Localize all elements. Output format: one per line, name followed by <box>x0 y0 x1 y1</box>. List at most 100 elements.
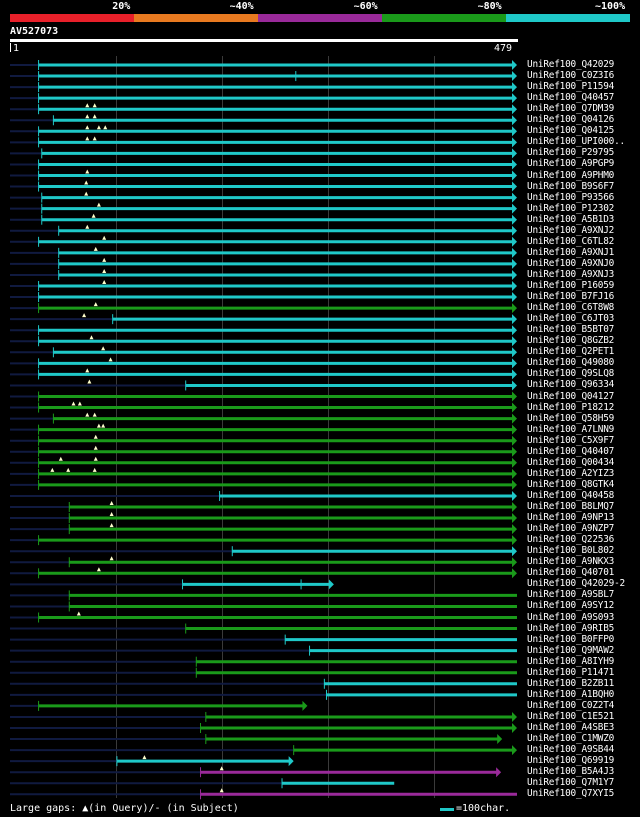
hit-name-link[interactable]: UniRef100_P29795 <box>527 147 615 159</box>
hit-name-link[interactable]: UniRef100_A9XNJ2 <box>527 224 615 236</box>
hit-name-link[interactable]: UniRef100_C5X9F7 <box>527 434 615 446</box>
hit-name-link[interactable]: UniRef100_A9PHM0 <box>527 169 615 181</box>
alignment-end-arrow <box>512 502 517 512</box>
query-gap-marker <box>85 224 90 229</box>
hit-name-link[interactable]: UniRef100_A9SB44 <box>527 744 615 756</box>
hit-name-link[interactable]: UniRef100_A9PGP9 <box>527 158 615 170</box>
alignment-end-arrow <box>512 535 517 546</box>
hit-name-link[interactable]: UniRef100_Q9SLQ8 <box>527 368 615 380</box>
hit-name-link[interactable]: UniRef100_A9XNJ0 <box>527 257 615 269</box>
hit-name-link[interactable]: UniRef100_A9NZP7 <box>527 523 615 535</box>
hit-name-link[interactable]: UniRef100_Q49080 <box>527 357 615 369</box>
legend-label: ~100% <box>595 1 626 12</box>
hit-name-link[interactable]: UniRef100_P11471 <box>527 666 615 678</box>
hit-name-link[interactable]: UniRef100_B8LMQ7 <box>527 501 615 512</box>
hit-name-link[interactable]: UniRef100_P11594 <box>527 81 615 93</box>
hit-name-link[interactable]: UniRef100_C1E521 <box>527 710 615 722</box>
hit-name-link[interactable]: UniRef100_C6T8W8 <box>527 302 615 314</box>
hit-name-link[interactable]: UniRef100_B0L802 <box>527 545 615 557</box>
hit-name-link[interactable]: UniRef100_Q7DM39 <box>527 103 615 115</box>
hit-name-link[interactable]: UniRef100_Q9MAW2 <box>527 644 615 656</box>
legend-segment <box>382 14 506 22</box>
legend-label: ~40% <box>229 1 254 12</box>
hit-name-link[interactable]: UniRef100_A9XNJ3 <box>527 268 615 280</box>
hit-name-link[interactable]: UniRef100_A1BQH0 <box>527 688 615 700</box>
hit-name-link[interactable]: UniRef100_Q8GZB2 <box>527 335 615 347</box>
hit-name-link[interactable]: UniRef100_Q04127 <box>527 390 615 402</box>
query-gap-marker <box>92 114 97 119</box>
hit-name-link[interactable]: UniRef100_B0FFP0 <box>527 633 615 645</box>
hit-name-link[interactable]: UniRef100_C0Z2T4 <box>527 699 615 711</box>
hit-name-link[interactable]: UniRef100_A9XNJ1 <box>527 246 615 258</box>
hit-name-link[interactable]: UniRef100_Q40701 <box>527 567 615 579</box>
hit-name-link[interactable]: UniRef100_C0Z3I6 <box>527 70 615 82</box>
query-gap-marker <box>66 467 71 472</box>
hit-name-link[interactable]: UniRef100_P12302 <box>527 202 615 214</box>
hit-name-link[interactable]: UniRef100_Q40458 <box>527 489 615 501</box>
hit-name-link[interactable]: UniRef100_Q7M1Y7 <box>527 777 615 789</box>
query-gap-marker <box>84 180 89 185</box>
alignment-end-arrow <box>302 700 308 711</box>
hit-name-link[interactable]: UniRef100_A9S093 <box>527 611 615 623</box>
query-gap-marker <box>93 302 98 307</box>
hit-name-link[interactable]: UniRef100_C6TL82 <box>527 235 615 247</box>
alignment-end-arrow <box>512 358 517 369</box>
alignment-end-arrow <box>288 756 294 767</box>
hit-name-link[interactable]: UniRef100_P18212 <box>527 401 615 413</box>
alignment-end-arrow <box>512 247 517 258</box>
hit-name-link[interactable]: UniRef100_A9RIB5 <box>527 622 615 634</box>
hit-name-link[interactable]: UniRef100_Q42029 <box>527 59 615 70</box>
query-gap-marker <box>109 523 114 528</box>
hit-name-link[interactable]: UniRef100_Q04125 <box>527 125 615 137</box>
hit-name-link[interactable]: UniRef100_B2ZB11 <box>527 677 615 689</box>
hit-name-link[interactable]: UniRef100_A9SBL7 <box>527 589 615 601</box>
hit-name-link[interactable]: UniRef100_A9SY12 <box>527 600 615 612</box>
query-gap-marker <box>93 445 98 450</box>
hit-name-link[interactable]: UniRef100_Q2PET1 <box>527 346 615 358</box>
hit-name-link[interactable]: UniRef100_Q40407 <box>527 445 615 457</box>
hit-name-link[interactable]: UniRef100_A8IYH9 <box>527 655 615 667</box>
hit-name-link[interactable]: UniRef100_Q58H59 <box>527 412 615 424</box>
query-gap-marker <box>85 103 90 108</box>
alignment-end-arrow <box>512 214 517 225</box>
hit-name-link[interactable]: UniRef100_B9S6F7 <box>527 180 615 192</box>
hit-name-link[interactable]: UniRef100_P93566 <box>527 191 615 203</box>
hit-name-link[interactable]: UniRef100_Q42029-2 <box>527 578 625 590</box>
query-gap-marker <box>85 125 90 130</box>
legend-label: ~60% <box>353 1 378 12</box>
hit-name-link[interactable]: UniRef100_Q40457 <box>527 92 615 104</box>
hit-name-link[interactable]: UniRef100_A2YIZ3 <box>527 467 615 479</box>
hit-name-link[interactable]: UniRef100_A9NKX3 <box>527 556 615 568</box>
legend-label: 20% <box>112 1 131 12</box>
hit-name-link[interactable]: UniRef100_UPI000.. <box>527 136 625 148</box>
hit-name-link[interactable]: UniRef100_B5BT07 <box>527 324 615 336</box>
hit-name-link[interactable]: UniRef100_Q69919 <box>527 755 615 767</box>
alignment-end-arrow <box>512 104 517 115</box>
hit-name-link[interactable]: UniRef100_Q04126 <box>527 114 615 126</box>
hit-name-link[interactable]: UniRef100_P16059 <box>527 280 615 291</box>
hit-name-link[interactable]: UniRef100_A9NP13 <box>527 512 615 524</box>
alignment-end-arrow <box>512 258 517 269</box>
hit-name-link[interactable]: UniRef100_Q00434 <box>527 456 615 468</box>
query-gap-marker <box>92 136 97 141</box>
hit-name-link[interactable]: UniRef100_Q96334 <box>527 379 615 391</box>
hit-name-link[interactable]: UniRef100_A4SBE3 <box>527 722 615 733</box>
query-gap-marker <box>85 412 90 417</box>
hit-name-link[interactable]: UniRef100_Q7XYI5 <box>527 788 615 800</box>
hit-name-link[interactable]: UniRef100_B7FJ16 <box>527 291 615 303</box>
query-gap-marker <box>109 512 114 517</box>
alignment-end-arrow <box>512 159 517 170</box>
scale-line <box>440 808 454 811</box>
query-gap-marker <box>93 434 98 439</box>
alignment-end-arrow <box>512 203 517 214</box>
alignment-end-arrow <box>512 568 517 579</box>
hit-name-link[interactable]: UniRef100_Q8GTK4 <box>527 478 615 490</box>
query-gap-marker <box>92 103 97 108</box>
hit-name-link[interactable]: UniRef100_A7LNN9 <box>527 423 615 435</box>
hit-name-link[interactable]: UniRef100_A5B1D3 <box>527 213 615 225</box>
legend-segment <box>506 14 630 22</box>
hit-name-link[interactable]: UniRef100_C1MWZ0 <box>527 733 615 745</box>
hit-name-link[interactable]: UniRef100_C6JT03 <box>527 313 615 325</box>
hit-name-link[interactable]: UniRef100_Q22536 <box>527 534 615 546</box>
hit-name-link[interactable]: UniRef100_B5A4J3 <box>527 766 615 778</box>
